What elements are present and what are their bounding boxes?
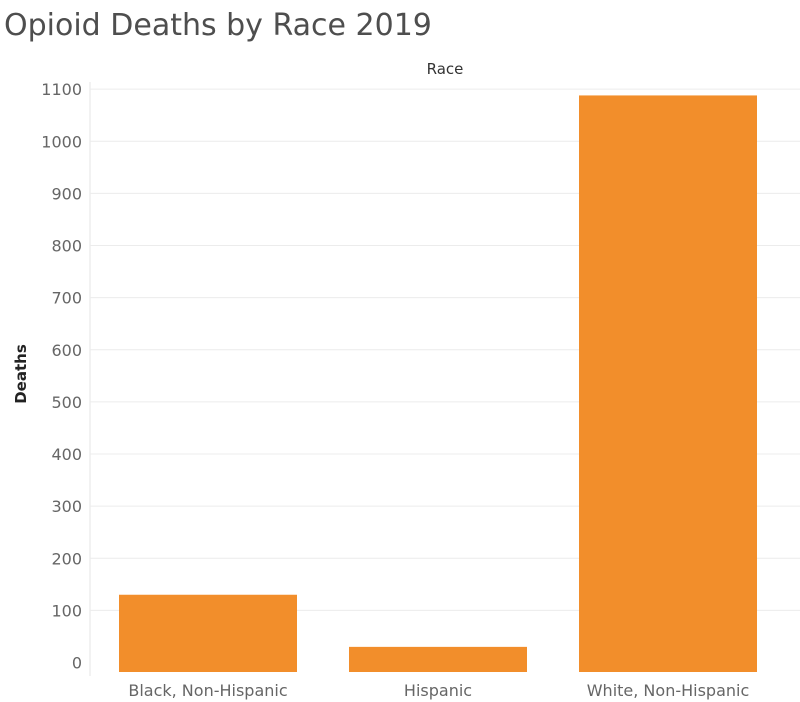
chart-title: Opioid Deaths by Race 2019 [4,8,432,43]
y-tick-label: 600 [51,341,82,360]
x-tick-label: White, Non-Hispanic [587,681,750,700]
bar [579,95,757,673]
x-axis-labels: Black, Non-Hispanic Hispanic White, Non-Hi… [128,681,749,700]
y-axis-title: Deaths [12,344,30,404]
bar [349,646,527,672]
y-axis-ticks: 0 100 200 300 400 500 600 700 800 900 1000 1100 [41,80,82,672]
y-tick-label: 0 [72,654,82,673]
y-axis-title-group: Deaths [12,344,30,404]
y-tick-label: 300 [51,497,82,516]
column-header: Race [427,60,464,78]
y-tick-label: 500 [51,393,82,412]
x-tick-label: Black, Non-Hispanic [128,681,287,700]
y-tick-label: 200 [51,549,82,568]
y-tick-label: 1000 [41,132,82,151]
x-tick-label: Hispanic [404,681,472,700]
bar [119,594,297,672]
y-tick-label: 800 [51,237,82,256]
y-tick-label: 700 [51,289,82,308]
y-tick-label: 400 [51,445,82,464]
y-tick-label: 100 [51,601,82,620]
y-tick-label: 1100 [41,80,82,99]
bars [119,95,757,673]
y-tick-label: 900 [51,184,82,203]
